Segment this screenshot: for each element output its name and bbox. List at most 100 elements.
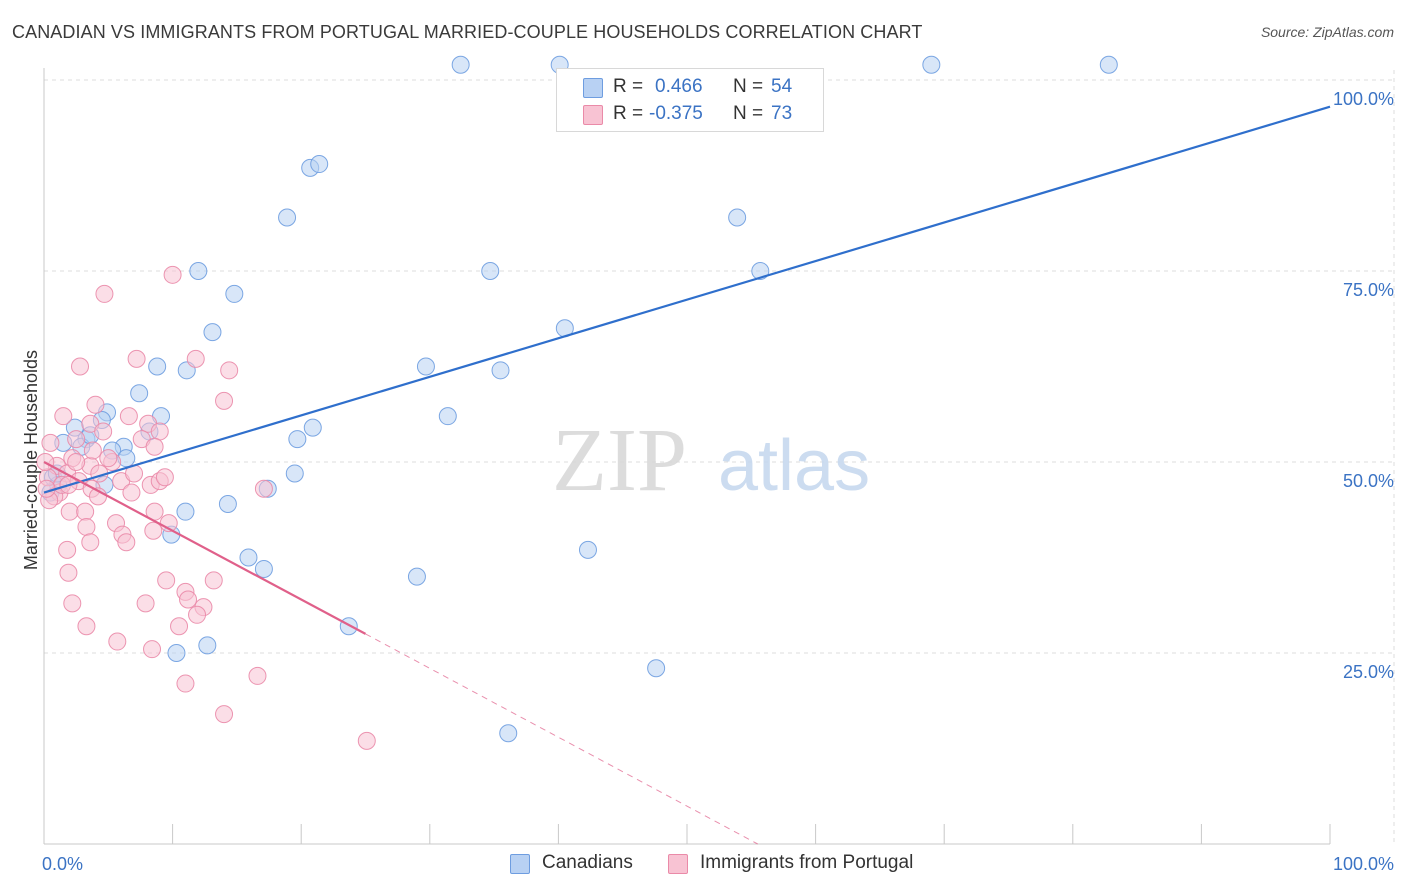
point-canadians-15 bbox=[148, 357, 167, 376]
point-portugal-4 bbox=[71, 357, 90, 376]
point-portugal-47 bbox=[204, 571, 223, 590]
y-tick-label-0: 100.0% bbox=[1333, 89, 1394, 109]
point-canadians-19 bbox=[130, 384, 149, 403]
point-canadians-27 bbox=[288, 430, 307, 449]
point-canadians-40 bbox=[176, 502, 195, 521]
bottom-legend-swatch-portugal bbox=[668, 854, 688, 874]
y-tick-label-3: 25.0% bbox=[1343, 662, 1394, 682]
point-canadians-23 bbox=[303, 418, 322, 437]
point-canadians-13 bbox=[203, 323, 222, 342]
point-portugal-8 bbox=[54, 407, 73, 426]
point-canadians-48 bbox=[198, 636, 217, 655]
trendline-portugal-1 bbox=[43, 461, 367, 635]
legend-n-label-canadians: N = bbox=[733, 76, 764, 97]
point-portugal-42 bbox=[117, 533, 136, 552]
legend-n-label-portugal: N = bbox=[733, 103, 764, 124]
point-portugal-38 bbox=[77, 517, 96, 536]
point-portugal-6 bbox=[215, 391, 234, 410]
point-portugal-49 bbox=[179, 590, 198, 609]
point-canadians-0 bbox=[451, 55, 470, 74]
point-portugal-3 bbox=[186, 349, 205, 368]
point-portugal-61 bbox=[357, 731, 376, 750]
stats-legend: R = 0.466 N = 54 R = -0.375 N = 73 bbox=[556, 68, 824, 132]
point-canadians-44 bbox=[407, 567, 426, 586]
point-canadians-17 bbox=[416, 357, 435, 376]
point-portugal-57 bbox=[143, 640, 162, 659]
x-tick-label-min: 0.0% bbox=[42, 854, 83, 874]
y-tick-label-1: 75.0% bbox=[1343, 280, 1394, 300]
x-tick-label-max: 100.0% bbox=[1333, 854, 1394, 874]
point-canadians-47 bbox=[167, 644, 186, 662]
point-canadians-3 bbox=[1099, 55, 1118, 74]
bottom-legend-label-portugal: Immigrants from Portugal bbox=[700, 852, 914, 873]
point-portugal-17 bbox=[41, 433, 60, 452]
watermark-atlas: atlas bbox=[718, 426, 870, 506]
point-portugal-50 bbox=[136, 594, 155, 613]
point-canadians-49 bbox=[647, 659, 666, 678]
point-portugal-53 bbox=[188, 605, 207, 624]
point-portugal-13 bbox=[67, 430, 86, 449]
legend-r-label-portugal: R = bbox=[613, 103, 644, 124]
point-portugal-54 bbox=[77, 617, 96, 636]
trendline-canadians-0 bbox=[43, 105, 1331, 494]
point-portugal-46 bbox=[157, 571, 176, 590]
bottom-legend-label-canadians: Canadians bbox=[542, 852, 633, 873]
point-portugal-40 bbox=[144, 521, 163, 540]
point-canadians-43 bbox=[254, 559, 273, 578]
point-canadians-2 bbox=[922, 55, 941, 74]
point-portugal-45 bbox=[59, 563, 78, 582]
point-portugal-58 bbox=[176, 674, 195, 693]
point-portugal-60 bbox=[215, 705, 234, 724]
point-canadians-12 bbox=[225, 284, 244, 303]
bottom-legend-swatch-canadians bbox=[510, 854, 530, 874]
legend-r-value-portugal: -0.375 bbox=[649, 103, 703, 124]
point-portugal-2 bbox=[127, 349, 146, 368]
legend-swatch-portugal bbox=[583, 105, 603, 125]
source-label: Source: ZipAtlas.com bbox=[1260, 24, 1394, 40]
point-canadians-6 bbox=[310, 155, 329, 174]
point-canadians-39 bbox=[218, 495, 237, 514]
point-canadians-37 bbox=[285, 464, 304, 483]
point-canadians-45 bbox=[578, 540, 597, 559]
chart-title: CANADIAN VS IMMIGRANTS FROM PORTUGAL MAR… bbox=[12, 22, 923, 42]
point-portugal-32 bbox=[254, 479, 273, 498]
point-portugal-5 bbox=[220, 361, 239, 380]
point-portugal-69 bbox=[155, 468, 174, 487]
point-canadians-42 bbox=[239, 548, 258, 567]
y-axis-title: Married-couple Households bbox=[21, 350, 41, 570]
point-portugal-67 bbox=[67, 453, 86, 471]
y-tick-label-2: 50.0% bbox=[1343, 471, 1394, 491]
point-canadians-46 bbox=[339, 617, 358, 636]
point-canadians-21 bbox=[438, 407, 457, 426]
legend-swatch-canadians bbox=[583, 78, 603, 98]
point-portugal-66 bbox=[83, 441, 102, 460]
legend-r-label-canadians: R = bbox=[613, 76, 644, 97]
point-canadians-50 bbox=[499, 724, 518, 743]
point-portugal-14 bbox=[94, 422, 113, 441]
point-canadians-7 bbox=[278, 208, 297, 227]
point-canadians-8 bbox=[728, 208, 747, 227]
point-portugal-52 bbox=[63, 594, 82, 613]
point-portugal-59 bbox=[248, 666, 267, 685]
point-portugal-65 bbox=[99, 449, 118, 468]
point-portugal-35 bbox=[76, 502, 95, 521]
point-portugal-1 bbox=[95, 284, 114, 303]
point-portugal-43 bbox=[81, 533, 100, 552]
point-portugal-16 bbox=[145, 437, 164, 456]
trendline-portugal-2 bbox=[365, 633, 758, 845]
point-portugal-12 bbox=[150, 422, 169, 441]
point-portugal-0 bbox=[163, 265, 182, 284]
point-portugal-34 bbox=[60, 502, 79, 521]
point-portugal-9 bbox=[119, 407, 138, 426]
point-portugal-44 bbox=[58, 540, 77, 559]
point-portugal-7 bbox=[86, 395, 105, 414]
point-portugal-70 bbox=[122, 483, 141, 502]
legend-n-value-portugal: 73 bbox=[771, 103, 793, 124]
legend-n-value-canadians: 54 bbox=[771, 76, 793, 97]
point-portugal-56 bbox=[108, 632, 127, 651]
point-portugal-55 bbox=[170, 617, 189, 636]
point-canadians-18 bbox=[491, 361, 510, 380]
point-canadians-9 bbox=[189, 262, 208, 280]
point-canadians-10 bbox=[481, 262, 500, 280]
